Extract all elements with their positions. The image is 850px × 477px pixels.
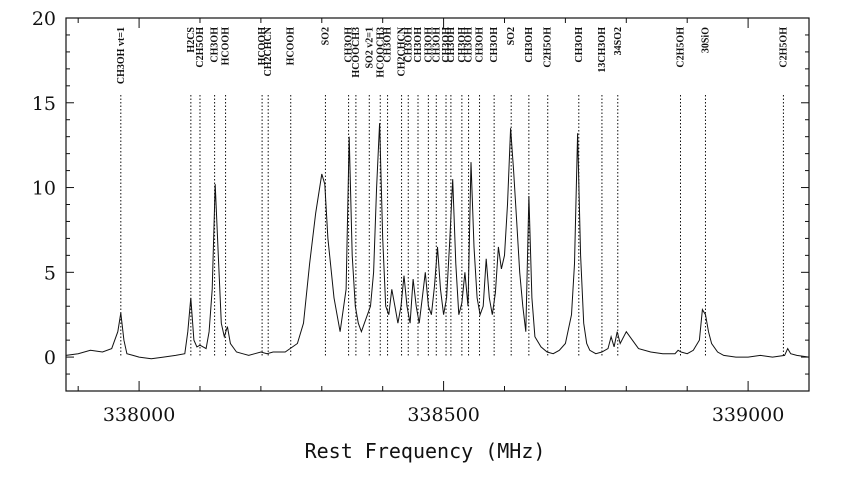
line-id-label: SO2 (506, 27, 517, 45)
line-id-label: 13CH3OH (597, 27, 608, 73)
line-id-label: C2H5OH (543, 27, 554, 68)
line-id-label: CH3OH (446, 27, 457, 63)
line-id-label: CH3OH (403, 27, 414, 63)
line-id-label: HCOOH (286, 27, 297, 66)
line-id-label: CH3OH (574, 27, 585, 63)
line-id-label: SO2 (320, 27, 331, 45)
x-axis-label: Rest Frequency (MHz) (305, 439, 546, 463)
line-id-label: CH3OH (489, 27, 500, 63)
line-id-label: HCOOH (221, 27, 232, 66)
y-tick-label: 5 (44, 262, 56, 284)
line-id-label: H2CS (186, 27, 197, 53)
y-tick-label: 10 (32, 178, 56, 200)
line-id-label: CH3OH (464, 27, 475, 63)
line-id-label: CH3OH (423, 27, 434, 63)
line-id-label: CH2CHCN (263, 26, 274, 76)
line-id-label: 30SiO (700, 27, 711, 53)
line-id-label: HCOOCH3 (375, 27, 386, 78)
line-id-label: C2H5OH (195, 27, 206, 68)
line-id-label: CH3OH (210, 27, 221, 63)
line-id-label: SO2 v2=1 (364, 27, 375, 69)
line-id-label: C2H5OH (675, 27, 686, 68)
y-tick-label: 20 (32, 8, 56, 30)
line-id-label: CH3OH (524, 27, 535, 63)
line-id-label: CH3OH (431, 27, 442, 63)
line-id-label: 34SO2 (613, 27, 624, 55)
x-tick-label: 338000 (103, 404, 176, 426)
line-id-label: CH3OH (457, 27, 468, 63)
line-id-label: CH3OH (383, 27, 394, 63)
x-tick-label: 339000 (712, 404, 785, 426)
line-id-label: C2H5OH (778, 27, 789, 68)
y-tick-label: 0 (44, 347, 56, 369)
line-id-label: HCOOH (257, 27, 268, 66)
y-tick-label: 15 (32, 93, 56, 115)
line-id-label: HCOOCH3 (351, 27, 362, 78)
line-id-label: CH3OH (475, 27, 486, 63)
line-id-label: CH3OH (441, 27, 452, 63)
spectrum-line (65, 123, 810, 360)
line-id-label: CH3OH (344, 27, 355, 63)
line-id-label: CH3OH (413, 27, 424, 63)
line-id-label: CH3OH vt=1 (116, 27, 127, 84)
line-id-label: CH2CHCN (397, 26, 408, 76)
x-tick-label: 338500 (407, 404, 480, 426)
plot-area (65, 17, 810, 392)
